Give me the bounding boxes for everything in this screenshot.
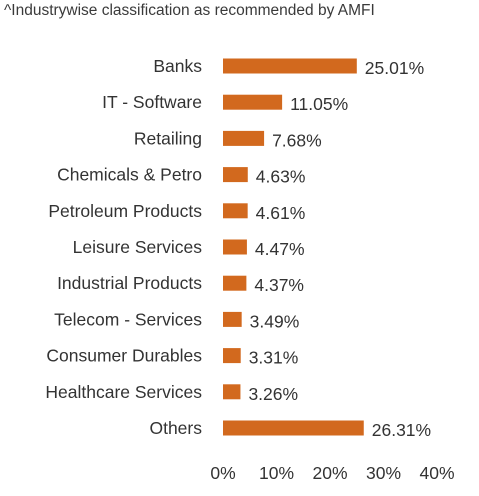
data-label: 11.05% <box>290 94 348 114</box>
category-label: Leisure Services <box>73 237 203 257</box>
data-label: 26.31% <box>372 420 431 440</box>
bar-banks <box>223 58 357 74</box>
bar-it-software <box>223 94 283 110</box>
bars-layer <box>223 58 364 436</box>
category-label: Consumer Durables <box>46 346 202 366</box>
category-label: Retailing <box>134 128 202 148</box>
category-label: Petroleum Products <box>48 201 202 221</box>
x-tick-label: 40% <box>419 463 454 483</box>
bar-others <box>223 420 364 436</box>
category-label: IT - Software <box>102 92 202 112</box>
footnote-text: ^Industrywise classification as recommen… <box>4 2 375 19</box>
x-axis: 0% 10% 20% 30% 40% <box>210 463 454 483</box>
bar-leisure-services <box>223 239 247 255</box>
x-tick-label: 30% <box>366 463 401 483</box>
data-label: 3.49% <box>250 311 300 331</box>
bar-retailing <box>223 130 265 146</box>
data-label: 4.61% <box>256 203 306 223</box>
data-label: 25.01% <box>365 58 424 78</box>
bar-industrial-products <box>223 275 247 291</box>
x-tick-label: 10% <box>259 463 294 483</box>
data-label: 4.47% <box>255 239 305 259</box>
category-label: Healthcare Services <box>45 382 202 402</box>
data-label: 4.63% <box>256 167 306 187</box>
x-tick-label: 0% <box>210 463 235 483</box>
category-label: Banks <box>153 56 202 76</box>
data-label: 3.31% <box>249 348 299 368</box>
bar-telecom-services <box>223 311 242 327</box>
category-label: Industrial Products <box>57 273 202 293</box>
bar-petroleum-products <box>223 203 248 219</box>
bar-consumer-durables <box>223 348 241 364</box>
category-label: Chemicals & Petro <box>57 165 202 185</box>
category-label: Others <box>149 418 202 438</box>
category-label: Telecom - Services <box>54 309 202 329</box>
x-tick-label: 20% <box>312 463 347 483</box>
data-label: 7.68% <box>272 130 322 150</box>
data-label: 4.37% <box>254 275 304 295</box>
bar-chemicals-petro <box>223 167 248 183</box>
labels-layer: Banks 25.01% IT - Software 11.05% Retailing 7… <box>45 56 431 440</box>
bar-healthcare-services <box>223 384 241 400</box>
data-label: 3.26% <box>248 384 298 404</box>
